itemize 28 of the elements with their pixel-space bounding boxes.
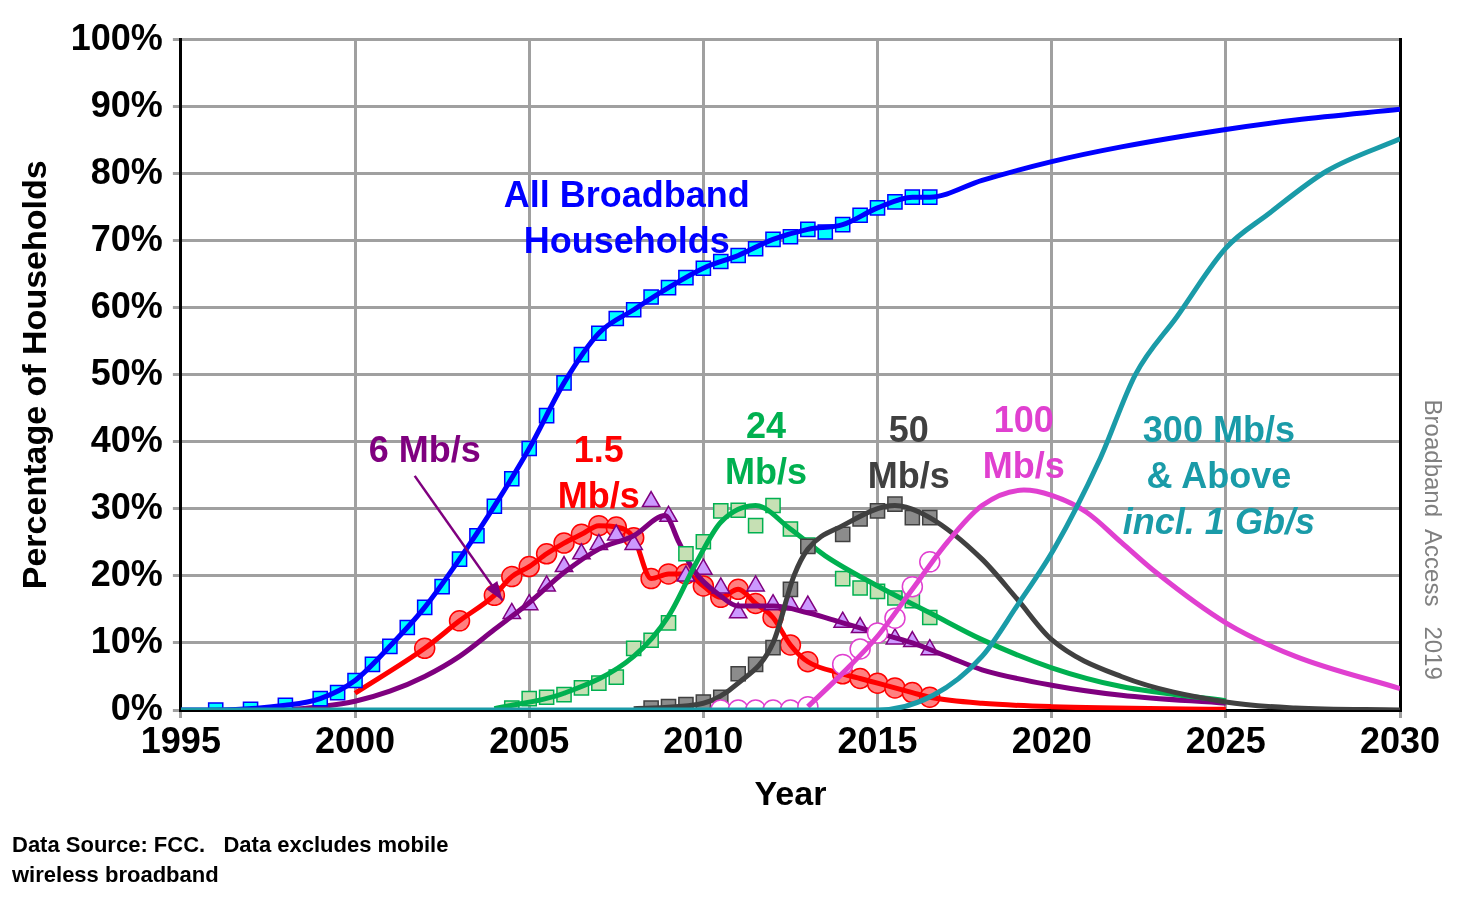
- y-tick-label: 10%: [90, 619, 163, 661]
- series-label: All Broadband Households: [503, 174, 750, 262]
- x-tick-label: 2010: [663, 719, 744, 761]
- series-label: 300 Mb/s & Above incl. 1 Gb/s: [1122, 408, 1315, 542]
- x-tick-label: 2015: [837, 719, 918, 761]
- y-tick-label: 30%: [90, 485, 163, 527]
- text: Broadband Access 2019: [1420, 399, 1448, 680]
- series-label: 24 Mb/s: [725, 405, 808, 493]
- x-tick-label: 2025: [1185, 719, 1266, 761]
- x-tick-label: 2005: [489, 719, 570, 761]
- source-note: Data Source: FCC. Data excludes mobile wireless broadband: [11, 832, 449, 887]
- y-tick-label: 40%: [90, 418, 163, 460]
- y-tick-label: 90%: [90, 83, 163, 125]
- y-tick-label: 50%: [90, 351, 163, 393]
- y-tick-label: 20%: [90, 552, 163, 594]
- text: 6 Mb/s: [368, 428, 481, 470]
- y-tick-label: 100%: [70, 16, 163, 58]
- y-tick-label: 60%: [90, 284, 163, 326]
- series-label: 1.5 Mb/s: [557, 428, 640, 516]
- series-label: 50 Mb/s: [867, 408, 950, 496]
- y-tick-label: 70%: [90, 217, 163, 259]
- x-tick-label: 2030: [1359, 719, 1441, 761]
- x-axis-title: Year: [754, 773, 827, 812]
- y-axis-title: Percentage of Households: [14, 160, 53, 590]
- text: 100 Mb/s: [982, 398, 1065, 486]
- x-tick-label: 2020: [1011, 719, 1092, 761]
- x-tick-label: 2000: [314, 719, 396, 761]
- y-tick-label: 80%: [90, 150, 163, 192]
